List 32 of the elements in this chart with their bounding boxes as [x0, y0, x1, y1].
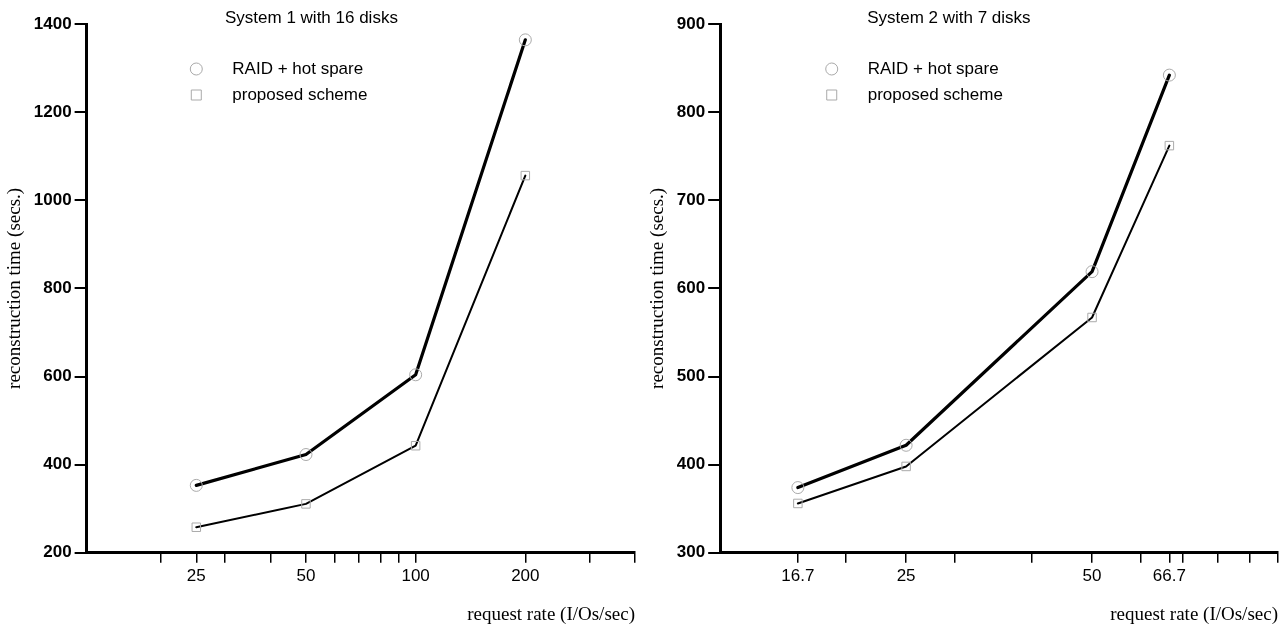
- y-tick-label: 1200: [33, 101, 72, 121]
- y-tick-label: 400: [43, 454, 72, 474]
- y-tick-label: 500: [676, 366, 706, 386]
- x-tick-label: 25: [896, 565, 916, 585]
- y-tick-label: 800: [676, 101, 706, 121]
- x-axis-title: request rate (I/Os/sec): [1110, 602, 1278, 625]
- y-tick-label: 900: [676, 13, 706, 33]
- y-axis-title: reconstruction time (secs.): [3, 187, 26, 389]
- y-tick-label: 1400: [33, 13, 72, 33]
- x-tick-label: 100: [401, 565, 430, 585]
- legend-label: RAID + hot spare: [867, 58, 999, 78]
- y-tick-label: 800: [43, 278, 72, 298]
- chart-title: System 2 with 7 disks: [867, 7, 1031, 27]
- legend-label: proposed scheme: [867, 84, 1003, 104]
- y-axis-title: reconstruction time (secs.): [646, 187, 669, 389]
- chart-title: System 1 with 16 disks: [225, 7, 398, 27]
- y-tick-label: 600: [43, 366, 72, 386]
- y-tick-label: 700: [676, 189, 706, 209]
- x-tick-label: 25: [186, 565, 206, 585]
- x-tick-label: 66.7: [1152, 565, 1186, 585]
- y-tick-label: 300: [676, 542, 706, 562]
- y-tick-label: 200: [43, 542, 72, 562]
- y-tick-label: 400: [676, 454, 706, 474]
- legend-label: RAID + hot spare: [232, 58, 364, 78]
- x-tick-label: 16.7: [781, 565, 815, 585]
- x-axis-title: request rate (I/Os/sec): [467, 602, 635, 625]
- x-tick-label: 50: [296, 565, 316, 585]
- y-tick-label: 600: [676, 278, 706, 298]
- legend-label: proposed scheme: [232, 84, 368, 104]
- x-tick-label: 50: [1082, 565, 1102, 585]
- x-tick-label: 200: [511, 565, 540, 585]
- y-tick-label: 1000: [33, 189, 72, 209]
